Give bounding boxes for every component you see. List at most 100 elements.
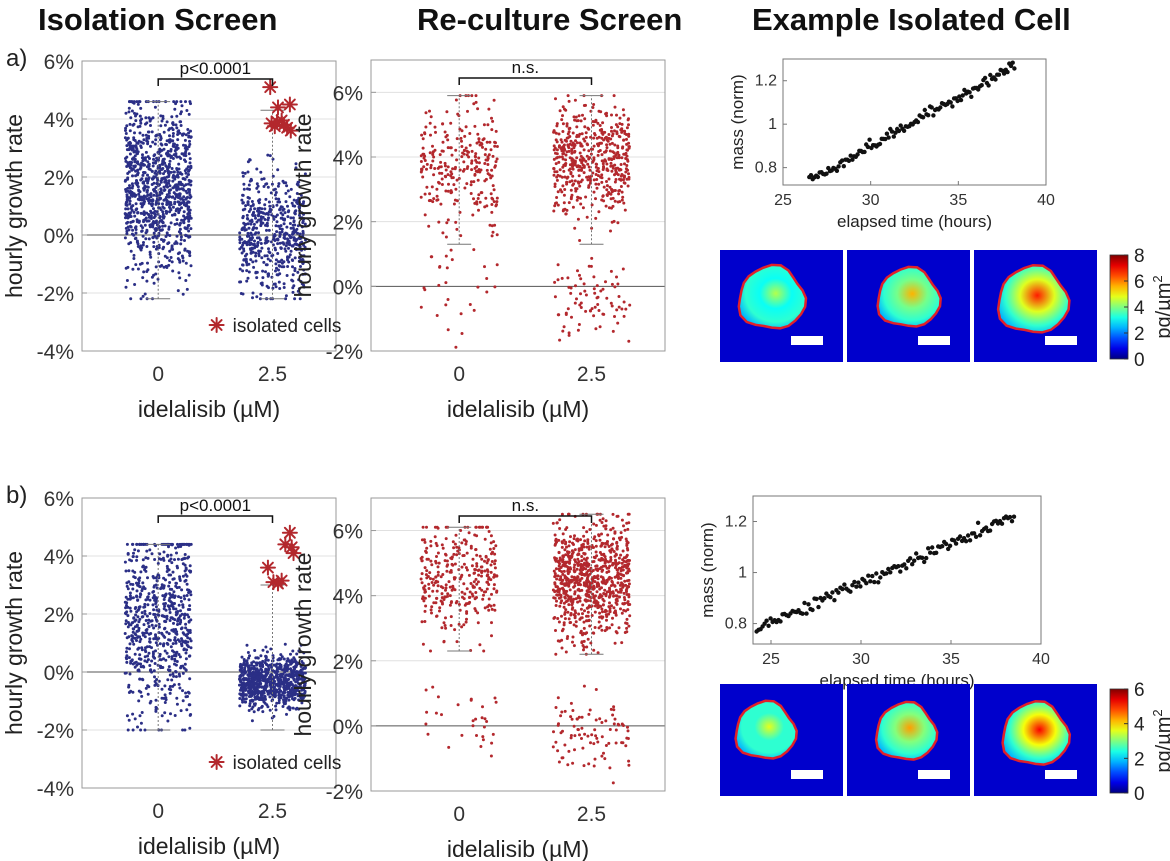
data-point — [175, 126, 179, 130]
data-point — [462, 582, 466, 586]
y-tick-label: 4% — [333, 586, 363, 609]
data-point — [157, 226, 161, 230]
data-point — [127, 148, 131, 152]
data-point — [150, 552, 154, 556]
data-point — [268, 204, 272, 208]
data-point — [166, 185, 169, 189]
data-point — [179, 124, 183, 127]
data-point — [625, 164, 629, 167]
data-point — [144, 565, 148, 569]
data-point — [142, 665, 146, 669]
data-point — [582, 104, 586, 107]
data-point — [616, 173, 620, 177]
data-point — [128, 196, 132, 200]
data-point — [161, 220, 164, 224]
data-point — [476, 197, 480, 200]
data-point — [134, 202, 138, 206]
data-point — [448, 603, 452, 607]
data-point — [123, 236, 127, 240]
data-point — [489, 541, 493, 545]
data-point — [460, 625, 464, 629]
data-point — [487, 608, 491, 612]
data-point — [443, 161, 447, 165]
data-point — [180, 206, 183, 210]
data-point — [179, 202, 183, 206]
data-point — [241, 208, 245, 212]
data-point — [613, 143, 617, 147]
data-point — [171, 123, 175, 127]
data-point — [168, 184, 172, 188]
data-point — [174, 675, 178, 679]
data-point — [621, 108, 625, 112]
data-point — [251, 203, 255, 207]
data-point — [159, 124, 163, 128]
data-point — [170, 587, 174, 591]
y-tick-label: 0% — [44, 225, 74, 248]
data-point — [451, 540, 455, 544]
y-tick-label: 4% — [333, 147, 363, 170]
data-point — [427, 587, 431, 590]
data-point — [181, 689, 184, 693]
data-point — [146, 595, 150, 599]
data-point — [260, 246, 264, 250]
data-point — [834, 168, 840, 173]
data-point — [444, 303, 448, 307]
data-point — [255, 182, 259, 186]
data-point — [494, 141, 497, 145]
data-point — [449, 121, 453, 125]
data-point — [170, 678, 174, 682]
data-point — [570, 157, 574, 161]
data-point — [123, 179, 127, 183]
data-point — [188, 193, 192, 197]
data-point — [131, 712, 135, 716]
data-point — [246, 231, 250, 235]
data-point — [175, 660, 179, 663]
data-point — [136, 549, 140, 553]
data-point — [578, 239, 582, 242]
data-point — [618, 200, 622, 204]
data-point — [127, 228, 131, 232]
data-point — [254, 697, 258, 701]
data-point — [277, 264, 281, 268]
data-point — [489, 754, 493, 758]
data-point — [278, 227, 282, 231]
data-point — [131, 596, 135, 600]
data-point — [573, 570, 577, 574]
data-point — [147, 199, 151, 203]
data-point — [622, 300, 626, 304]
data-point — [133, 576, 137, 580]
data-point — [423, 213, 427, 217]
data-point — [183, 579, 187, 583]
data-point — [176, 170, 180, 174]
data-point — [275, 230, 279, 234]
data-point — [182, 220, 186, 224]
data-point — [627, 141, 631, 145]
data-point — [280, 265, 284, 269]
data-point — [450, 176, 454, 180]
data-point — [142, 186, 146, 190]
data-point — [171, 642, 175, 646]
data-point — [460, 145, 464, 148]
data-point — [495, 233, 499, 237]
data-point — [184, 651, 188, 655]
data-point — [158, 642, 162, 646]
data-point — [140, 611, 144, 615]
data-point — [138, 131, 142, 135]
data-point — [286, 666, 290, 670]
data-point — [167, 170, 171, 173]
data-point — [266, 239, 270, 243]
data-point — [560, 140, 564, 144]
data-point — [147, 592, 151, 596]
data-point — [181, 259, 185, 263]
data-point — [165, 630, 169, 634]
data-point — [148, 664, 152, 667]
data-point — [242, 221, 246, 225]
data-point — [253, 649, 257, 652]
data-point — [494, 700, 498, 704]
data-point — [263, 241, 267, 245]
data-point — [582, 282, 586, 286]
data-point — [572, 644, 576, 648]
data-point — [469, 544, 473, 548]
data-point — [143, 648, 147, 652]
